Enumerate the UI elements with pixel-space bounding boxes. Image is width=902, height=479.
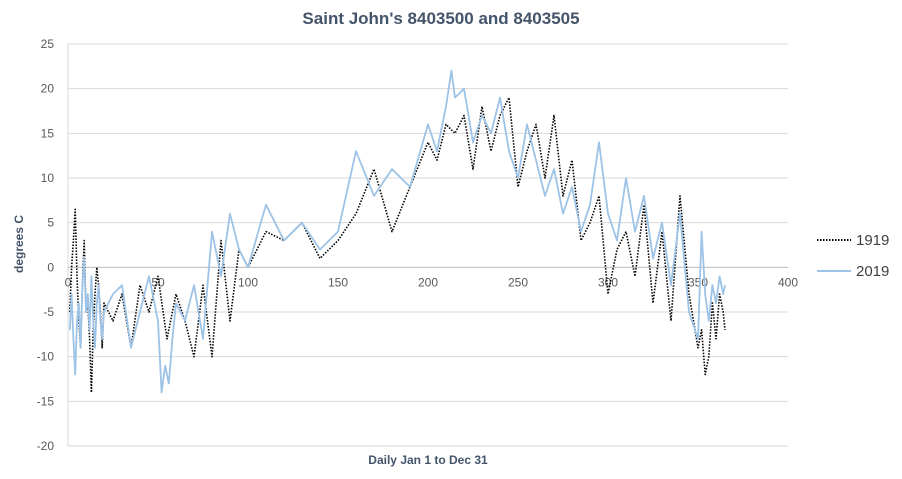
y-tick-label: 25 [41,37,55,51]
y-tick-label: 15 [41,126,55,140]
x-tick-label: 150 [328,275,348,289]
y-tick-label: -20 [37,439,55,453]
x-tick-label: 400 [778,275,798,289]
series-lines [68,69,726,394]
legend-label-2019: 2019 [856,263,889,280]
x-tick-label: 350 [688,275,708,289]
x-tick-label: 300 [598,275,618,289]
x-tick-label: 250 [508,275,528,289]
y-tick-label: -15 [37,394,55,408]
legend: 1919 2019 [817,232,889,280]
legend-label-1919: 1919 [856,232,889,249]
y-tick-label: 10 [41,171,55,185]
x-tick-label: 100 [238,275,258,289]
x-axis-title: Daily Jan 1 to Dec 31 [368,453,488,467]
x-tick-label: 0 [65,275,72,289]
gridlines [67,43,788,447]
series-line-1919 [69,96,726,394]
series-line-2019 [68,69,726,394]
y-tick-label: 5 [47,216,54,230]
y-tick-label: -5 [43,305,54,319]
y-tick-label: -10 [37,350,55,364]
y-tick-label: 0 [47,260,54,274]
x-tick-label: 200 [418,275,438,289]
y-axis-tick-labels: 25 20 15 10 5 0 -5 -10 -15 -20 [37,37,55,453]
y-axis-title: degrees C [12,215,26,273]
y-tick-label: 20 [41,82,55,96]
chart-title: Saint John's 8403500 and 8403505 [302,9,579,28]
